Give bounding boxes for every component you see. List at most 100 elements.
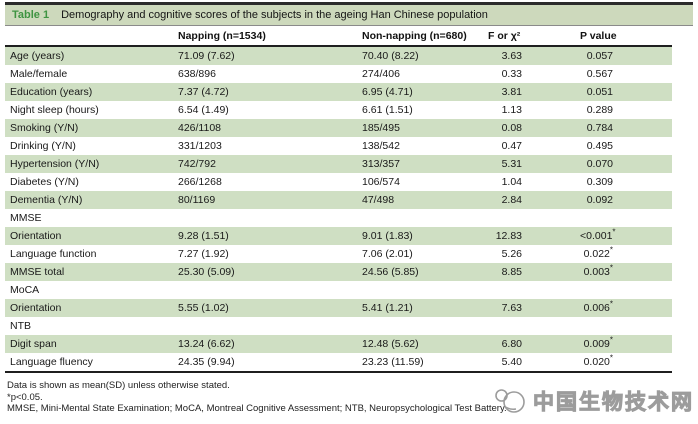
table-row: Education (years) 7.37 (4.72) 6.95 (4.71) 3… [5,83,672,101]
cell-napping: 25.30 (5.09) [178,266,235,278]
table-row: Drinking (Y/N) 331/1203 138/542 0.47 0.495 [5,137,672,155]
cell-p-value: 0.051 [586,86,613,98]
row-label: Orientation [10,230,62,242]
cell-p-value: 0.006* [583,299,613,314]
row-label: Orientation [10,302,62,314]
cell-non-napping: 106/574 [362,176,400,188]
significance-marker: * [612,227,616,237]
cell-napping: 266/1268 [178,176,222,188]
row-label: MMSE total [10,266,65,278]
cell-napping: 71.09 (7.62) [178,50,235,62]
cell-non-napping: 6.95 (4.71) [362,86,413,98]
cell-f-statistic: 0.08 [501,122,522,134]
cell-p-value: 0.309 [586,176,613,188]
table-row: Age (years) 71.09 (7.62) 70.40 (8.22) 3.63 0… [5,46,672,65]
row-label: Drinking (Y/N) [10,140,76,152]
row-label: Age (years) [10,50,65,62]
watermark: 中国生物技术网 [492,386,694,416]
table-row: Male/female 638/896 274/406 0.33 0.567 [5,65,672,83]
section-label: MoCA [10,284,40,296]
table-footnotes: Data is shown as mean(SD) unless otherwi… [5,380,693,415]
significance-marker: * [609,335,613,345]
footnote-significance: *p<0.05. [7,391,43,403]
section-row: MMSE [5,209,672,227]
cell-p-value: 0.567 [586,68,613,80]
row-label: Male/female [10,68,68,80]
cell-f-statistic: 5.26 [501,248,522,260]
cell-p-value: 0.289 [586,104,613,116]
cell-p-value: 0.009* [583,335,613,350]
table-row: Hypertension (Y/N) 742/792 313/357 5.31 0.07… [5,155,672,173]
cell-non-napping: 47/498 [362,194,395,206]
cell-non-napping: 313/357 [362,158,400,170]
cell-f-statistic: 12.83 [495,230,522,242]
cell-non-napping: 24.56 (5.85) [362,266,419,278]
col-header-p-value: P value [580,26,672,47]
section-label: NTB [10,320,31,332]
row-label: Night sleep (hours) [10,104,99,116]
cell-f-statistic: 6.80 [501,338,522,350]
cell-napping: 13.24 (6.62) [178,338,235,350]
table-row: Orientation 5.55 (1.02) 5.41 (1.21) 7.63 0.0… [5,299,672,317]
significance-marker: * [609,263,613,273]
cell-napping: 638/896 [178,68,216,80]
cell-non-napping: 70.40 (8.22) [362,50,419,62]
table-number: Table 1 [12,9,50,21]
table-row: Smoking (Y/N) 426/1108 185/495 0.08 0.784 [5,119,672,137]
row-label: Dementia (Y/N) [10,194,83,206]
cell-napping: 331/1203 [178,140,222,152]
table-row: Night sleep (hours) 6.54 (1.49) 6.61 (1.51… [5,101,672,119]
cell-f-statistic: 5.40 [501,356,522,368]
cell-non-napping: 6.61 (1.51) [362,104,413,116]
cell-p-value: 0.057 [586,50,613,62]
cell-f-statistic: 7.63 [501,302,522,314]
cell-napping: 24.35 (9.94) [178,356,235,368]
cell-f-statistic: 5.31 [501,158,522,170]
demography-table: Napping (n=1534) Non-napping (n=680) F o… [5,26,672,373]
cell-non-napping: 23.23 (11.59) [362,356,424,368]
cell-napping: 5.55 (1.02) [178,302,229,314]
col-header-f-chi2: F or χ² [488,26,580,47]
cell-p-value: 0.003* [583,263,613,278]
cell-p-value: <0.001* [580,227,616,242]
cell-non-napping: 7.06 (2.01) [362,248,413,260]
cell-p-value: 0.784 [586,122,613,134]
cell-p-value: 0.495 [586,140,613,152]
table-1-card: Table 1 Demography and cognitive scores o… [5,2,693,415]
cell-p-value: 0.070 [586,158,613,170]
significance-marker: * [609,353,613,363]
table-row: Diabetes (Y/N) 266/1268 106/574 1.04 0.309 [5,173,672,191]
cell-f-statistic: 3.81 [501,86,522,98]
table-title: Demography and cognitive scores of the s… [61,9,488,21]
row-label: Diabetes (Y/N) [10,176,79,188]
cell-non-napping: 5.41 (1.21) [362,302,413,314]
cell-p-value: 0.020* [583,353,613,368]
col-header-non-napping: Non-napping (n=680) [362,26,488,47]
header-row: Napping (n=1534) Non-napping (n=680) F o… [5,26,672,47]
cell-f-statistic: 3.63 [501,50,522,62]
table-row: MMSE total 25.30 (5.09) 24.56 (5.85) 8.85 0.… [5,263,672,281]
cell-non-napping: 9.01 (1.83) [362,230,413,242]
significance-marker: * [609,245,613,255]
table-row: Orientation 9.28 (1.51) 9.01 (1.83) 12.83 <0… [5,227,672,245]
table-row: Dementia (Y/N) 80/1169 47/498 2.84 0.092 [5,191,672,209]
section-label: MMSE [10,212,42,224]
cell-non-napping: 185/495 [362,122,400,134]
row-label: Language function [10,248,97,260]
cell-non-napping: 274/406 [362,68,400,80]
cell-non-napping: 138/542 [362,140,400,152]
section-row: NTB [5,317,672,335]
significance-marker: * [609,299,613,309]
cell-f-statistic: 1.04 [501,176,522,188]
cell-p-value: 0.022* [583,245,613,260]
row-label: Digit span [10,338,57,350]
cell-f-statistic: 2.84 [501,194,522,206]
watermark-text: 中国生物技术网 [533,391,694,415]
row-label: Education (years) [10,86,93,98]
table-row: Language function 7.27 (1.92) 7.06 (2.01) 5… [5,245,672,263]
watermark-logo-icon [495,389,525,413]
cell-napping: 6.54 (1.49) [178,104,229,116]
col-header-napping: Napping (n=1534) [178,26,362,47]
footnote-abbreviations: MMSE, Mini-Mental State Examination; MoC… [7,403,507,414]
